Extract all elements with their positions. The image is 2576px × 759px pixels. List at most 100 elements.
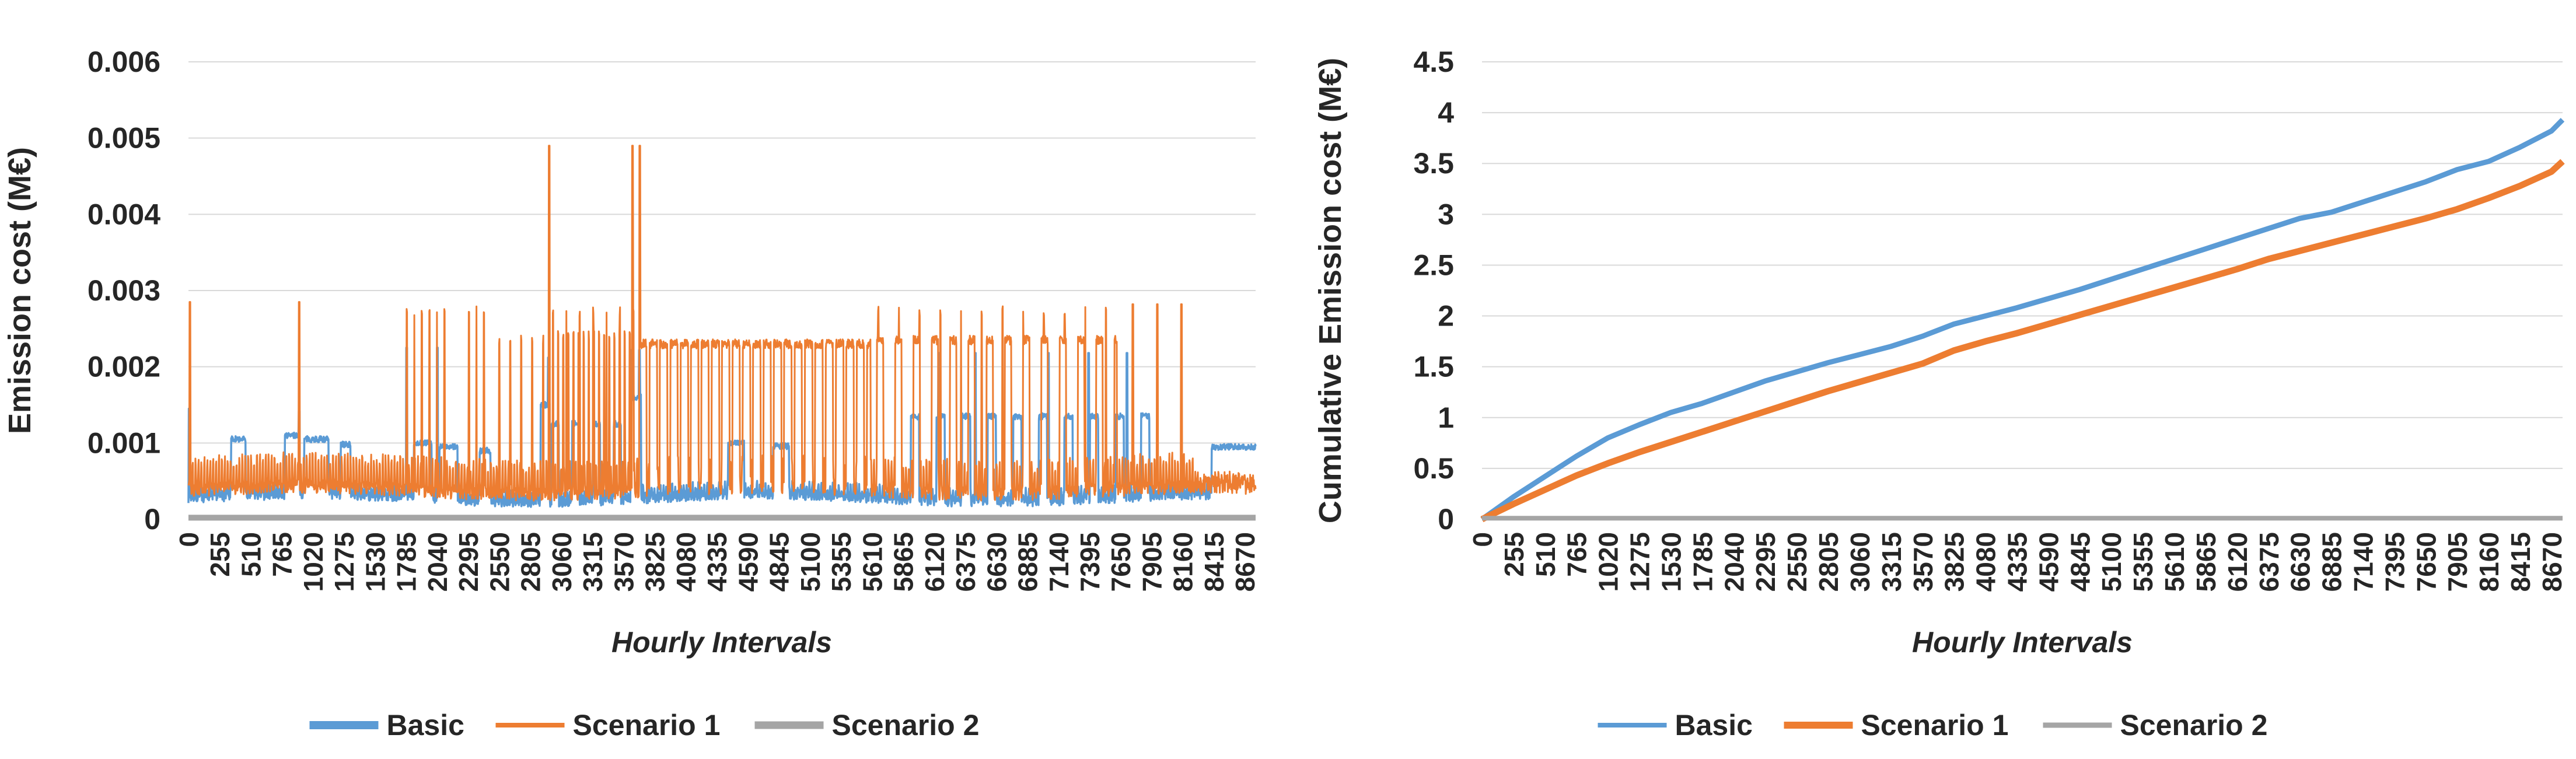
x-tick-label: 7905 [1137,532,1167,592]
x-tick-label: 4590 [2033,532,2064,592]
x-tick-label: 2805 [516,532,546,592]
x-tick-label: 8160 [1168,532,1198,592]
series-scenario-1-line [187,145,1257,502]
x-tick-label: 0 [174,532,204,547]
y-tick-label: 0.006 [88,46,160,78]
legend-label: Scenario 2 [2120,709,2268,741]
x-tick-label: 2040 [422,532,453,592]
legend-item[interactable]: Scenario 2 [754,709,980,741]
x-tick-label: 1530 [1656,532,1686,592]
x-tick-label: 3825 [1939,532,1970,592]
legend-item[interactable]: Basic [309,709,464,741]
x-tick-label: 1530 [360,532,390,592]
x-tick-label: 510 [1530,532,1561,577]
x-tick-label: 5610 [2159,532,2190,592]
x-tick-label: 8415 [1199,532,1229,592]
x-tick-label: 3315 [578,532,608,592]
x-tick-label: 7650 [1106,532,1136,592]
x-tick-label: 6120 [2222,532,2253,592]
x-tick-label: 8670 [1230,532,1260,592]
x-tick-label: 2040 [1719,532,1749,592]
x-tick-label: 510 [236,532,266,577]
legend-label: Scenario 1 [1861,709,2009,741]
x-tick-label: 1020 [1593,532,1624,592]
x-tick-label: 7905 [2442,532,2473,592]
x-tick-label: 4335 [702,532,732,592]
y-tick-label: 0.5 [1413,452,1454,485]
x-tick-label: 6630 [981,532,1012,592]
x-tick-label: 6885 [2317,532,2347,592]
x-tick-label: 6885 [1013,532,1043,592]
x-tick-label: 0 [1467,532,1498,547]
x-tick-label: 8415 [2505,532,2536,592]
x-tick-label: 8670 [2537,532,2567,592]
legend-item[interactable]: Basic [1598,709,1753,741]
y-tick-label: 2.5 [1413,249,1454,281]
hourly-legend: Basic Scenario 1 Scenario 2 [309,709,980,741]
x-tick-label: 4335 [2002,532,2032,592]
series-basic-line [1480,118,2565,522]
x-tick-label: 4080 [671,532,701,592]
x-tick-label: 2550 [1782,532,1812,592]
y-tick-label: 1.5 [1413,351,1454,383]
cumulative-plot-area: 00.511.522.533.544.50 255 510 765 1020 1275 15… [1413,46,2567,592]
x-tick-label: 7650 [2411,532,2441,592]
left-x-axis-title: Hourly Intervals [611,626,832,659]
y-tick-label: 3.5 [1413,147,1454,180]
x-tick-label: 6630 [2285,532,2316,592]
x-tick-label: 8160 [2474,532,2504,592]
x-tick-label: 6120 [920,532,950,592]
x-tick-label: 7395 [1075,532,1105,592]
x-tick-label: 765 [267,532,298,577]
y-tick-label: 0.004 [88,198,160,230]
x-tick-label: 2550 [484,532,515,592]
y-tick-label: 2 [1438,300,1454,333]
x-tick-label: 4080 [1971,532,2001,592]
legend-item[interactable]: Scenario 1 [1784,709,2009,741]
left-y-axis-title: Emission cost (M€) [2,147,37,434]
y-tick-label: 0.001 [88,426,160,459]
legend-item[interactable]: Scenario 2 [2043,709,2268,741]
right-y-axis-title: Cumulative Emission cost (M€) [1313,58,1348,523]
x-tick-label: 2805 [1813,532,1844,592]
legend-label: Scenario 1 [573,709,721,741]
x-tick-label: 3060 [547,532,577,592]
series-scenario-1-line [1480,159,2565,522]
y-tick-label: 0.003 [88,274,160,307]
y-tick-label: 0.005 [88,122,160,155]
y-tick-label: 0 [144,503,160,536]
x-tick-label: 1275 [329,532,359,592]
y-tick-label: 4.5 [1413,46,1454,78]
x-tick-label: 5355 [2128,532,2158,592]
x-tick-label: 7140 [1044,532,1074,592]
x-tick-label: 4590 [733,532,763,592]
x-tick-label: 765 [1562,532,1592,577]
right-x-axis-title: Hourly Intervals [1912,626,2133,659]
cumulative-emission-chart: Cumulative Emission cost (M€) Hourly Int… [1313,46,2567,741]
x-tick-label: 3060 [1845,532,1875,592]
legend-item[interactable]: Scenario 1 [495,709,721,741]
x-tick-label: 5100 [2096,532,2127,592]
x-tick-label: 1275 [1625,532,1655,592]
x-tick-label: 3570 [609,532,639,592]
y-tick-label: 0.002 [88,351,160,383]
x-tick-label: 6375 [2254,532,2284,592]
x-tick-label: 5865 [2191,532,2221,592]
x-tick-label: 2295 [1750,532,1781,592]
legend-label: Scenario 2 [832,709,980,741]
legend-label: Basic [387,709,464,741]
x-tick-label: 5355 [826,532,857,592]
x-tick-label: 2295 [453,532,484,592]
x-tick-label: 6375 [950,532,981,592]
y-tick-label: 3 [1438,198,1454,230]
x-tick-label: 7395 [2379,532,2410,592]
x-tick-label: 1020 [298,532,328,592]
x-tick-label: 7140 [2348,532,2379,592]
x-tick-label: 4845 [2065,532,2095,592]
y-tick-label: 4 [1438,96,1454,129]
x-tick-label: 1785 [392,532,422,592]
x-tick-label: 3825 [640,532,670,592]
